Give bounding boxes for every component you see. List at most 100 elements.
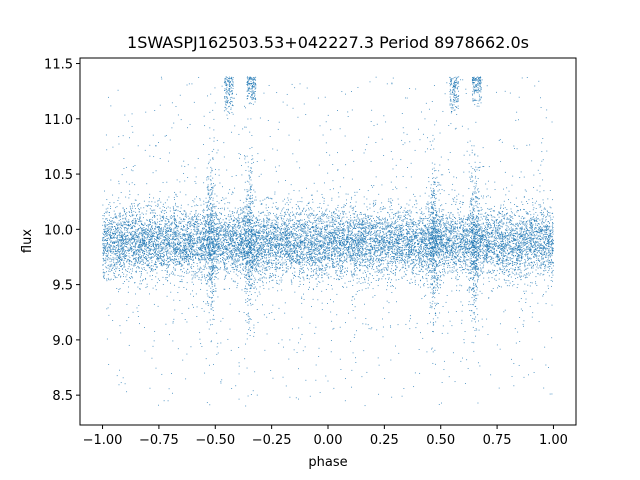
- data-point: [119, 254, 121, 255]
- data-point: [197, 230, 199, 232]
- data-point: [396, 243, 398, 245]
- data-point: [277, 222, 279, 224]
- data-point: [425, 247, 427, 248]
- data-point: [551, 243, 552, 245]
- data-point: [401, 223, 403, 225]
- data-point: [486, 244, 487, 246]
- data-point: [145, 249, 147, 251]
- data-point: [109, 239, 111, 241]
- data-point: [241, 212, 243, 214]
- data-point: [412, 221, 414, 223]
- data-point: [336, 227, 338, 229]
- data-point: [546, 216, 548, 218]
- data-point: [463, 269, 465, 271]
- data-point: [125, 258, 127, 259]
- data-point: [244, 277, 246, 278]
- data-point: [172, 274, 174, 275]
- data-point: [261, 243, 263, 245]
- data-point: [227, 192, 229, 194]
- data-point: [421, 207, 423, 209]
- data-point: [503, 188, 504, 190]
- data-point: [310, 235, 311, 237]
- data-point: [340, 253, 342, 255]
- data-point: [349, 243, 350, 245]
- data-point: [463, 246, 465, 248]
- data-point: [244, 238, 246, 240]
- data-point: [292, 272, 293, 274]
- data-point: [362, 255, 363, 257]
- data-point: [289, 232, 291, 234]
- data-point: [518, 246, 520, 248]
- data-point: [307, 232, 309, 234]
- data-point: [429, 302, 431, 304]
- data-point: [492, 271, 494, 273]
- data-point: [416, 234, 418, 236]
- data-point: [290, 226, 292, 228]
- data-point: [259, 254, 261, 256]
- data-point: [350, 234, 352, 236]
- data-point: [401, 237, 403, 239]
- data-point: [415, 256, 417, 258]
- data-point: [398, 246, 400, 248]
- data-point: [535, 281, 536, 283]
- data-point: [153, 246, 155, 248]
- data-point: [302, 231, 304, 233]
- data-point: [350, 280, 352, 282]
- data-point: [411, 271, 413, 273]
- data-point: [216, 247, 218, 249]
- data-point: [143, 240, 145, 242]
- data-point: [110, 250, 111, 252]
- data-point: [186, 288, 187, 290]
- data-point: [336, 278, 337, 280]
- data-point: [322, 211, 323, 213]
- data-point: [171, 242, 173, 244]
- data-point: [310, 231, 312, 233]
- data-point: [308, 286, 310, 288]
- data-point: [122, 243, 124, 245]
- data-point: [420, 247, 422, 249]
- data-point: [517, 245, 519, 247]
- data-point: [524, 283, 526, 285]
- data-point: [108, 279, 110, 281]
- data-point: [448, 243, 449, 245]
- data-point: [433, 241, 435, 243]
- data-point: [105, 239, 106, 240]
- data-point: [337, 110, 338, 111]
- data-point: [489, 255, 491, 257]
- data-point: [209, 240, 211, 242]
- data-point: [232, 227, 234, 229]
- data-point: [143, 229, 145, 231]
- data-point: [296, 228, 298, 230]
- data-point: [136, 214, 138, 215]
- data-point: [139, 246, 141, 248]
- data-point: [110, 237, 112, 238]
- data-point: [282, 243, 284, 245]
- data-point: [414, 279, 416, 281]
- data-point: [170, 215, 172, 216]
- data-point: [407, 243, 409, 245]
- data-point: [274, 234, 275, 236]
- data-point: [465, 263, 467, 265]
- data-point: [332, 237, 334, 238]
- data-point: [134, 261, 136, 263]
- data-point: [498, 224, 499, 226]
- data-point: [260, 262, 262, 264]
- data-point: [273, 255, 275, 257]
- data-point: [295, 258, 297, 259]
- data-point: [533, 250, 535, 252]
- data-point: [183, 225, 184, 227]
- data-point: [138, 236, 139, 238]
- data-point: [462, 269, 464, 271]
- data-point: [331, 320, 333, 322]
- data-point: [118, 245, 120, 247]
- data-point: [138, 249, 139, 251]
- data-point: [322, 222, 324, 224]
- data-point: [401, 267, 403, 269]
- data-point: [269, 248, 271, 250]
- data-point: [512, 258, 514, 260]
- data-point: [524, 254, 526, 256]
- data-point: [500, 232, 502, 234]
- data-point: [552, 265, 554, 267]
- data-point: [271, 197, 273, 199]
- data-point: [440, 259, 442, 261]
